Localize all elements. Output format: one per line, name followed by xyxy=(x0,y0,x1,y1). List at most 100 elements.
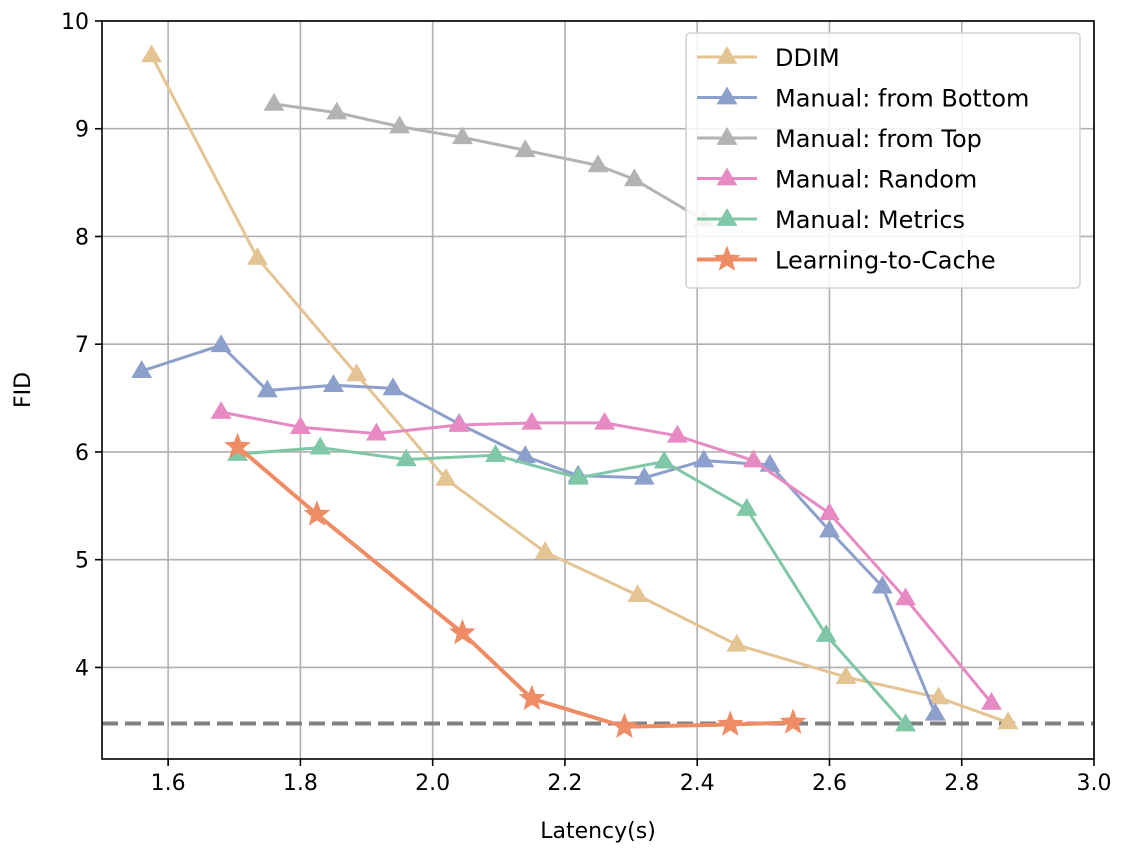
data-point-triangle xyxy=(981,691,1002,710)
data-point-triangle xyxy=(587,154,609,173)
legend-marker-triangle xyxy=(716,208,738,226)
data-point-triangle xyxy=(895,587,916,606)
data-point-triangle xyxy=(435,467,457,486)
data-point-triangle xyxy=(366,422,387,441)
data-point-triangle xyxy=(759,453,781,472)
data-point-triangle xyxy=(726,633,748,652)
data-point-triangle xyxy=(693,449,715,468)
series-line xyxy=(220,410,993,704)
legend: DDIM Manual: from Bottom Manual: from Top M… xyxy=(685,32,1081,289)
data-point-triangle xyxy=(210,334,232,353)
x-tick-label: 2.2 xyxy=(547,771,582,796)
legend-marker-triangle xyxy=(716,86,738,105)
legend-label: Manual: Random xyxy=(775,166,977,194)
legend-label: Learning-to-Cache xyxy=(775,247,996,275)
data-point-triangle xyxy=(623,168,645,187)
data-point-triangle xyxy=(326,101,348,120)
data-point-triangle xyxy=(246,247,268,265)
legend-entry: Learning-to-Cache xyxy=(697,245,996,275)
y-tick-label: 6 xyxy=(75,441,89,466)
data-point-triangle xyxy=(924,702,946,721)
series-1 xyxy=(131,334,946,721)
x-tick-label: 2.4 xyxy=(680,771,715,796)
data-point-triangle xyxy=(521,411,543,430)
y-tick-label: 8 xyxy=(75,225,89,250)
legend-marker-star xyxy=(713,245,741,271)
data-point-triangle xyxy=(131,360,153,378)
data-point-star xyxy=(779,708,807,734)
legend-marker-triangle xyxy=(716,46,738,64)
data-point-triangle xyxy=(835,666,857,684)
data-point-triangle xyxy=(451,126,473,145)
data-point-triangle xyxy=(323,374,344,392)
x-tick-label: 2.6 xyxy=(812,771,847,796)
legend-label: Manual: from Top xyxy=(775,125,982,153)
data-point-star xyxy=(449,618,476,645)
data-point-triangle xyxy=(567,466,589,485)
legend-label: Manual: from Bottom xyxy=(775,85,1029,113)
y-tick-label: 4 xyxy=(75,656,89,681)
data-point-triangle xyxy=(309,436,331,455)
x-tick-label: 1.6 xyxy=(151,771,186,796)
x-tick-label: 1.8 xyxy=(283,771,318,796)
series-layer xyxy=(131,44,1019,738)
data-point-triangle xyxy=(448,414,470,432)
data-point-triangle xyxy=(666,424,688,443)
series-line xyxy=(150,54,1009,724)
legend-entry: Manual: Random xyxy=(697,166,977,194)
series-3 xyxy=(210,401,1002,710)
y-tick-label: 5 xyxy=(75,549,89,574)
data-point-triangle xyxy=(382,377,404,396)
plot-border xyxy=(101,20,1095,760)
series-line xyxy=(237,446,907,726)
data-point-triangle xyxy=(594,411,616,430)
data-point-star xyxy=(224,432,251,458)
legend-entry: Manual: from Bottom xyxy=(697,85,1029,113)
data-point-triangle xyxy=(389,115,411,134)
data-point-star xyxy=(518,684,546,710)
data-point-triangle xyxy=(534,541,556,559)
data-point-triangle xyxy=(627,584,649,603)
legend-marker-triangle xyxy=(716,127,738,145)
data-point-triangle xyxy=(256,379,278,398)
y-axis-label: FID xyxy=(11,372,36,408)
data-point-triangle xyxy=(346,363,368,382)
data-point-triangle xyxy=(815,624,837,642)
data-point-star xyxy=(611,712,638,738)
data-point-triangle xyxy=(514,139,536,158)
data-point-triangle xyxy=(263,92,285,111)
legend-label: Manual: Metrics xyxy=(775,206,965,234)
x-tick-label: 2.0 xyxy=(415,771,450,796)
data-point-triangle xyxy=(819,519,840,538)
data-point-triangle xyxy=(997,711,1019,730)
data-point-triangle xyxy=(736,498,758,516)
x-axis-ticks: 1.6 1.8 2.0 2.2 2.4 2.6 2.8 3.0 xyxy=(151,759,1112,796)
data-point-triangle xyxy=(210,401,232,419)
legend-entry: Manual: Metrics xyxy=(697,206,965,234)
series-line xyxy=(273,102,705,222)
legend-entry: Manual: from Top xyxy=(697,125,982,153)
series-4 xyxy=(227,436,916,732)
series-2 xyxy=(263,92,715,228)
series-line xyxy=(141,343,937,715)
data-point-triangle xyxy=(289,416,311,434)
data-point-triangle xyxy=(928,686,950,705)
data-point-triangle xyxy=(633,466,655,485)
data-point-triangle xyxy=(819,502,840,521)
plot-frame xyxy=(101,20,1095,760)
y-tick-label: 9 xyxy=(75,118,89,143)
data-point-star xyxy=(303,500,331,526)
legend-label: DDIM xyxy=(775,44,840,72)
legend-entry: DDIM xyxy=(697,44,840,72)
data-point-triangle xyxy=(514,445,536,464)
data-point-triangle xyxy=(485,444,506,463)
legend-box xyxy=(685,32,1081,289)
series-5 xyxy=(224,432,807,738)
x-axis-label: Latency(s) xyxy=(540,819,656,844)
y-tick-label: 10 xyxy=(61,10,89,35)
data-point-star xyxy=(717,710,744,736)
data-point-triangle xyxy=(141,44,163,63)
data-point-triangle xyxy=(742,449,764,468)
data-point-triangle xyxy=(871,575,893,594)
